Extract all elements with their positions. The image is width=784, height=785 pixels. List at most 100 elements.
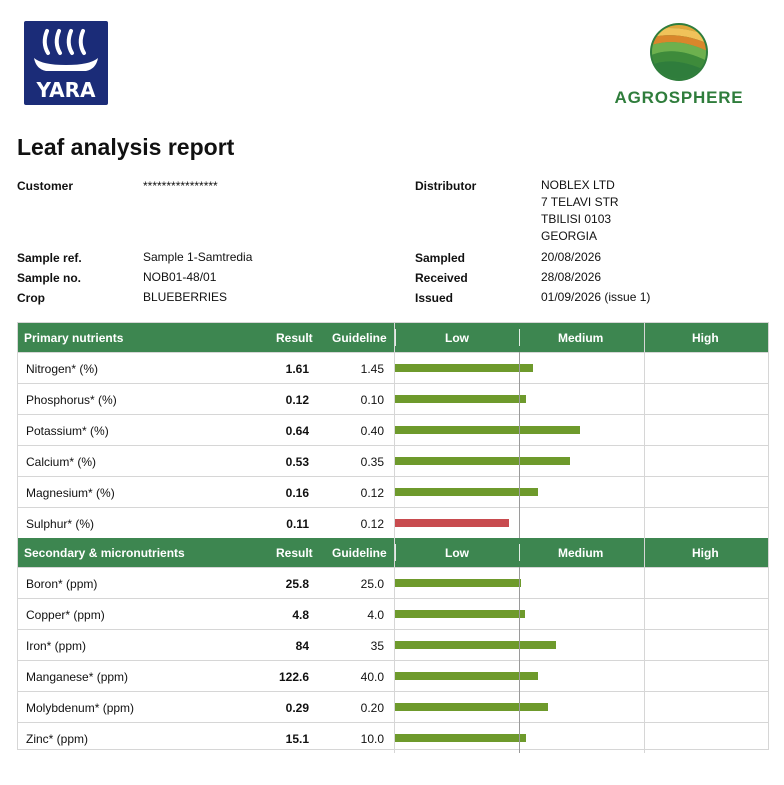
distributor-line: 7 TELAVI STR: [541, 195, 619, 209]
customer-label: Customer: [17, 179, 74, 193]
low-column-header: Low: [445, 546, 469, 560]
guideline-value: 4.0: [367, 608, 384, 622]
nutrient-name: Copper* (ppm): [26, 608, 105, 622]
table-row: Zinc* (ppm) 15.1 10.0: [18, 722, 768, 753]
guideline-value: 0.20: [360, 701, 384, 715]
level-bar: [395, 457, 570, 465]
level-bar: [395, 426, 580, 434]
sampled-value: 20/08/2026: [541, 250, 602, 264]
guideline-value: 0.35: [360, 455, 384, 469]
section-header: Secondary & micronutrients Result Guidelin…: [18, 538, 768, 567]
sample-ref-value: Sample 1-Samtredia: [143, 250, 253, 264]
guideline-column-header: Guideline: [332, 546, 387, 560]
table-row: Potassium* (%) 0.64 0.40: [18, 414, 768, 445]
agrosphere-logo: AGROSPHERE: [598, 20, 760, 110]
distributor-address: NOBLEX LTD 7 TELAVI STR TBILISI 0103 GEO…: [541, 177, 619, 245]
nutrient-name: Manganese* (ppm): [26, 670, 129, 684]
level-bar: [395, 672, 538, 680]
nutrient-name: Calcium* (%): [26, 455, 97, 469]
distributor-line: GEORGIA: [541, 229, 598, 243]
table-row: Boron* (ppm) 25.8 25.0: [18, 567, 768, 598]
nutrient-name: Phosphorus* (%): [26, 393, 117, 407]
distributor-line: NOBLEX LTD: [541, 178, 615, 192]
guideline-value: 10.0: [360, 732, 384, 746]
level-bar: [395, 488, 538, 496]
level-bar: [395, 364, 533, 372]
result-value: 15.1: [285, 732, 309, 746]
result-value: 0.11: [286, 517, 309, 531]
result-value: 25.8: [285, 577, 309, 591]
table-row: Calcium* (%) 0.53 0.35: [18, 445, 768, 476]
distributor-label: Distributor: [415, 179, 477, 193]
medium-column-header: Medium: [558, 331, 604, 345]
nutrient-name: Nitrogen* (%): [26, 362, 99, 376]
guideline-marker: [519, 567, 520, 753]
result-column-header: Result: [276, 546, 313, 560]
result-value: 1.61: [285, 362, 309, 376]
nutrient-name: Iron* (ppm): [26, 639, 87, 653]
high-column-header: High: [692, 331, 719, 345]
result-value: 0.12: [285, 393, 309, 407]
header-separator: [519, 544, 520, 561]
yara-logo: YARA: [24, 21, 108, 105]
header-separator: [395, 329, 396, 346]
nutrient-name: Potassium* (%): [26, 424, 109, 438]
medium-column-header: Medium: [558, 546, 604, 560]
received-label: Received: [415, 271, 468, 285]
nutrient-name: Molybdenum* (ppm): [26, 701, 135, 715]
table-row: Nitrogen* (%) 1.61 1.45: [18, 352, 768, 383]
column-divider: [394, 323, 395, 753]
table-row: Magnesium* (%) 0.16 0.12: [18, 476, 768, 507]
section-title: Primary nutrients: [24, 331, 124, 345]
nutrient-name: Zinc* (ppm): [26, 732, 89, 746]
result-column-header: Result: [276, 331, 313, 345]
guideline-value: 0.40: [360, 424, 384, 438]
received-value: 28/08/2026: [541, 270, 602, 284]
result-value: 0.16: [285, 486, 309, 500]
issued-value: 01/09/2026 (issue 1): [541, 290, 651, 304]
page-title: Leaf analysis report: [17, 134, 235, 160]
result-value: 0.53: [285, 455, 309, 469]
viking-ship-icon: YARA: [34, 29, 98, 102]
level-bar: [395, 641, 556, 649]
agrosphere-wordmark: AGROSPHERE: [614, 88, 744, 107]
guideline-value: 1.45: [360, 362, 384, 376]
guideline-marker: [519, 352, 520, 538]
level-bar: [395, 395, 526, 403]
header-separator: [395, 544, 396, 561]
customer-value: ****************: [143, 179, 218, 193]
high-column-header: High: [692, 546, 719, 560]
section-title: Secondary & micronutrients: [24, 546, 185, 560]
guideline-value: 40.0: [360, 670, 384, 684]
nutrient-name: Magnesium* (%): [26, 486, 115, 500]
guideline-value: 0.12: [360, 517, 384, 531]
level-bar: [395, 610, 525, 618]
result-value: 0.64: [285, 424, 309, 438]
level-bar: [395, 734, 526, 742]
section-header: Primary nutrients Result Guideline Low Mediu…: [18, 323, 768, 352]
crop-label: Crop: [17, 291, 45, 305]
level-bar: [395, 703, 548, 711]
table-row: Manganese* (ppm) 122.6 40.0: [18, 660, 768, 691]
guideline-value: 0.12: [360, 486, 384, 500]
nutrient-name: Sulphur* (%): [26, 517, 95, 531]
guideline-value: 25.0: [360, 577, 384, 591]
guideline-value: 0.10: [360, 393, 384, 407]
result-value: 84: [295, 639, 309, 653]
low-column-header: Low: [445, 331, 469, 345]
svg-text:YARA: YARA: [36, 78, 96, 102]
issued-label: Issued: [415, 291, 454, 305]
result-value: 122.6: [278, 670, 309, 684]
nutrient-name: Boron* (ppm): [26, 577, 98, 591]
nutrient-results-table: Primary nutrients Result Guideline Low Mediu…: [17, 322, 769, 753]
level-bar: [395, 579, 521, 587]
guideline-column-header: Guideline: [332, 331, 387, 345]
sampled-label: Sampled: [415, 251, 466, 265]
table-row: Sulphur* (%) 0.11 0.12: [18, 507, 768, 538]
result-value: 0.29: [285, 701, 309, 715]
table-row: Iron* (ppm) 84 35: [18, 629, 768, 660]
column-divider: [644, 323, 645, 753]
result-value: 4.8: [292, 608, 309, 622]
table-row: Copper* (ppm) 4.8 4.0: [18, 598, 768, 629]
table-row: Phosphorus* (%) 0.12 0.10: [18, 383, 768, 414]
